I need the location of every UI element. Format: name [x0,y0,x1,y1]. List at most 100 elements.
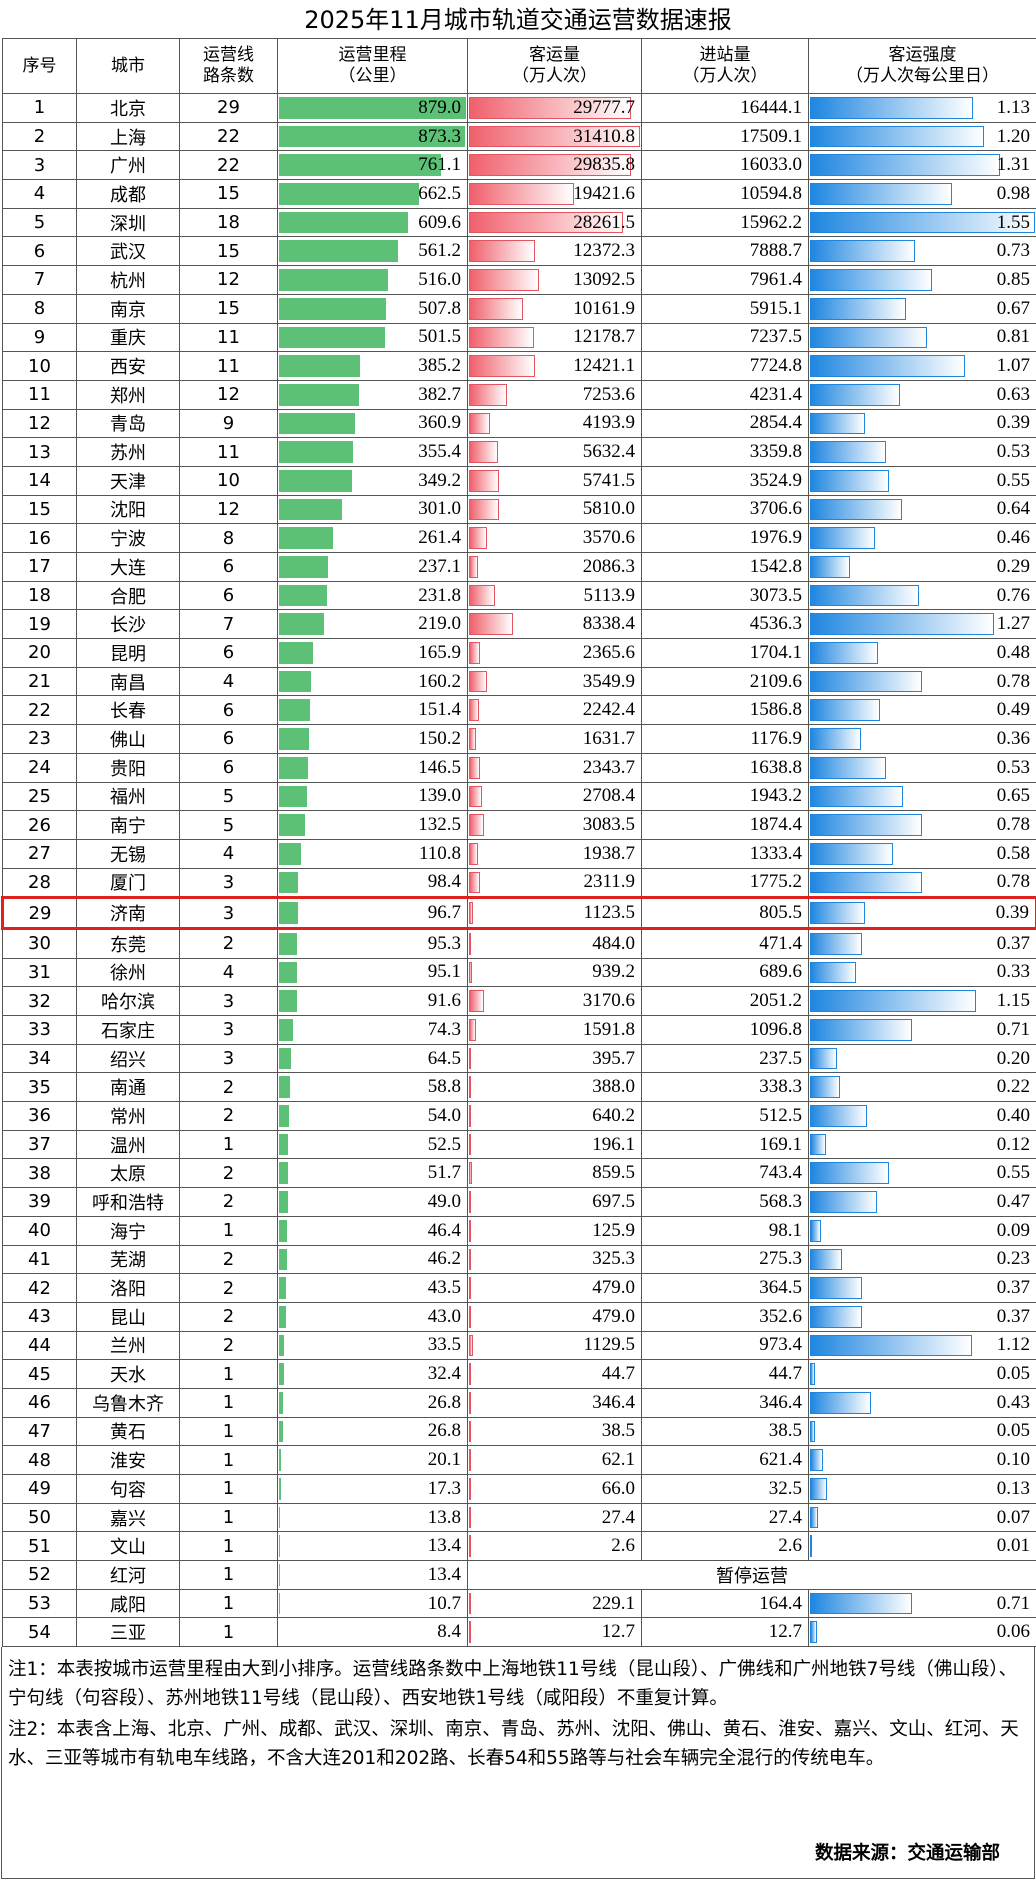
cell-text: 2 [222,1191,235,1213]
cell: 2 [179,1301,278,1332]
table-row: 1 北京 29 879.0 29777.7 16444.1 1.13 [2,93,1036,123]
cell: 2365.6 [467,638,642,668]
data-bar [810,1621,817,1644]
cell-text: 长沙 [110,615,146,637]
cell: 169.1 [641,1129,809,1160]
cell-text: 2.6 [778,1535,802,1557]
cell: 海宁 [76,1215,180,1246]
cell: 22 [2,695,77,726]
cell: 2 [2,121,77,152]
cell-text: 46 [28,1392,51,1414]
cell: 绍兴 [76,1043,180,1074]
cell: 325.3 [467,1244,642,1275]
cell-text: 1129.5 [583,1334,635,1356]
data-bar [279,642,313,664]
cell: 呼和浩特 [76,1187,180,1217]
cell-text: 0.78 [996,871,1030,893]
cell: 2 [179,927,278,959]
cell-text: 1542.8 [749,555,802,577]
cell: 0.55 [808,465,1036,496]
cell-text: 1 [222,1564,235,1586]
cell: 宁波 [76,523,180,553]
cell: 43.5 [277,1273,468,1303]
cell-text: 33.5 [427,1334,461,1356]
cell-text: 1.55 [996,211,1030,233]
cell: 33 [2,1015,77,1045]
data-bar [469,756,480,779]
cell: 53 [2,1588,77,1619]
cell: 164.4 [641,1588,809,1619]
cell: 47 [2,1416,77,1447]
cell: 382.7 [277,379,468,410]
cell-text: 43 [28,1306,51,1328]
table-row: 19 长沙 7 219.0 8338.4 4536.3 1.27 [2,609,1036,640]
cell: 45 [2,1359,77,1389]
cell-text: 16444.1 [740,96,802,118]
cell: 52 [2,1560,77,1590]
cell-text: 96.7 [427,902,461,924]
table-row: 13 苏州 11 355.4 5632.4 3359.8 0.53 [2,437,1036,467]
cell-text: 12 [217,498,240,520]
cell-text: 2 [222,1105,235,1127]
data-bar [279,383,360,406]
data-bar [469,383,507,406]
cell: 哈尔滨 [76,986,180,1016]
table-body: 1 北京 29 879.0 29777.7 16444.1 1.13 2 上海 22 873.3 31… [1,93,1036,1648]
cell: 厦门 [76,867,180,899]
cell-text: 160.2 [418,670,461,692]
cell: 13092.5 [467,265,642,295]
cell-text: 文山 [110,1537,146,1559]
cell-text: 9 [33,326,46,348]
cell-text: 22 [28,699,51,721]
cell-text: 东莞 [110,934,146,956]
table-row: 33 石家庄 3 74.3 1591.8 1096.8 0.71 [2,1015,1036,1045]
cell-text: 385.2 [418,355,461,377]
table-row: 53 咸阳 1 10.7 229.1 164.4 0.71 [2,1588,1036,1619]
cell: 0.36 [808,724,1036,754]
data-bar [810,469,889,492]
cell: 0.09 [808,1215,1036,1246]
cell: 349.2 [277,465,468,496]
cell: 512.5 [641,1101,809,1131]
header-cell: 客运强度 （万人次每公里日） [808,38,1036,94]
cell: 2086.3 [467,552,642,582]
cell: 15962.2 [641,207,809,238]
cell: 662.5 [277,179,468,209]
cell: 98.1 [641,1215,809,1246]
header-text: （万人次） [512,66,597,86]
cell: 44.7 [641,1359,809,1389]
cell: 三亚 [76,1617,180,1648]
cell: 9 [2,322,77,353]
cell: 重庆 [76,322,180,353]
cell: 0.40 [808,1101,1036,1131]
data-bar [810,642,879,664]
cell-text: 无锡 [110,844,146,866]
cell: 231.8 [277,580,468,611]
cell-text: 2 [222,1277,235,1299]
cell-text: 0.71 [996,1018,1030,1040]
cell: 74.3 [277,1015,468,1045]
cell-text: 0.67 [996,297,1030,319]
cell: 广州 [76,150,180,181]
cell-text: 1704.1 [749,641,802,663]
source: 数据来源：交通运输部 [814,1843,1000,1865]
header-text: 进站量 [699,45,751,65]
data-bar [279,1076,290,1099]
cell: 12178.7 [467,322,642,353]
cell: 黄石 [76,1416,180,1447]
data-bar [279,297,387,320]
cell: 1 [179,1387,278,1418]
cell: 879.0 [277,93,468,123]
cell-text: 0.20 [996,1047,1030,1069]
cell: 13.4 [277,1531,468,1562]
cell: 15 [179,236,278,267]
cell-text: 3524.9 [749,469,802,491]
cell: 125.9 [467,1215,642,1246]
cell: 51 [2,1531,77,1562]
cell-text: 150.2 [418,727,461,749]
data-bar [469,527,487,549]
cell-text: 三亚 [110,1623,146,1645]
data-bar [810,932,863,955]
cell-text: 0.07 [996,1506,1030,1528]
